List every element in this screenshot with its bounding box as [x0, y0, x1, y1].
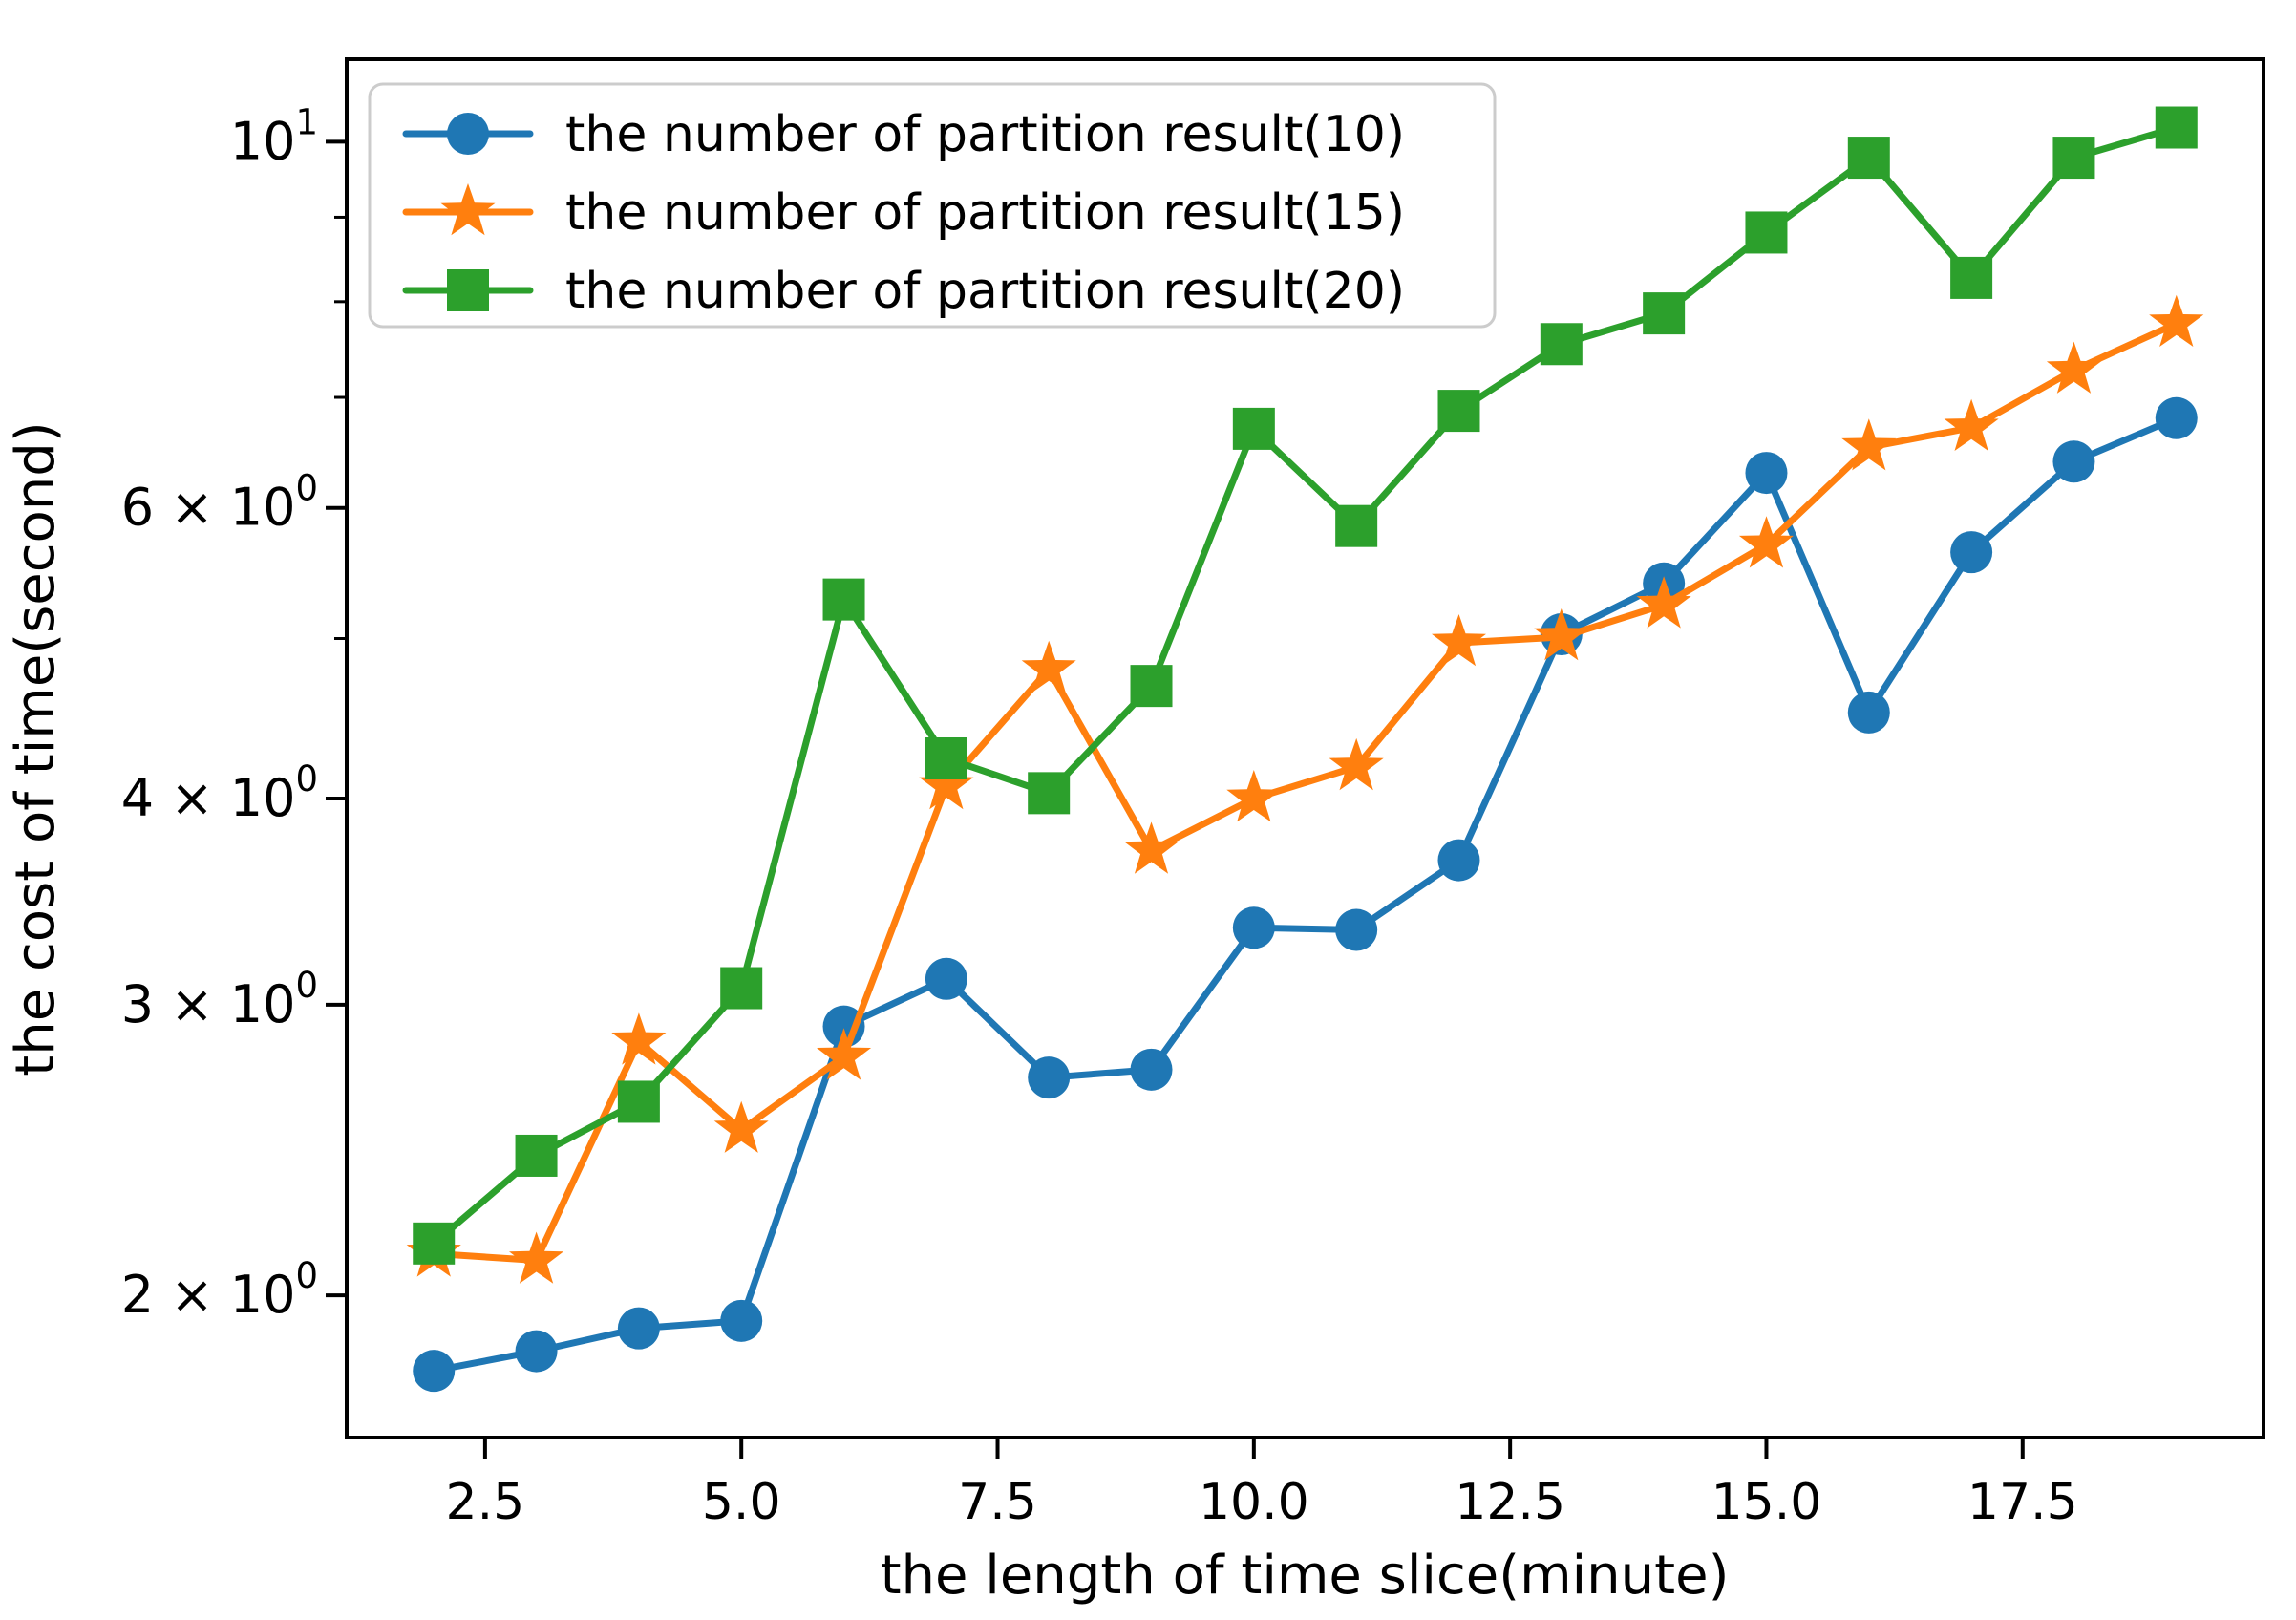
data-point-marker — [925, 957, 967, 1000]
data-point-marker — [1534, 608, 1589, 661]
x-tick-label: 15.0 — [1711, 1474, 1822, 1531]
data-point-marker — [515, 1134, 558, 1177]
data-point-marker — [2052, 137, 2095, 180]
data-point-marker — [611, 1012, 667, 1065]
plot-frame — [345, 57, 2265, 1439]
legend-entry-label: the number of partition result(10) — [565, 106, 1405, 163]
data-point-marker — [509, 1231, 564, 1284]
data-point-marker — [1643, 292, 1686, 335]
data-point-marker — [925, 737, 967, 780]
data-point-marker — [1540, 323, 1583, 366]
y-tick-label: 3 × 100 — [121, 965, 318, 1034]
data-point-marker — [1847, 691, 1890, 734]
data-point-marker — [1636, 576, 1691, 629]
data-point-marker — [1028, 1056, 1071, 1099]
data-point-marker — [413, 1222, 456, 1265]
legend-entry-label: the number of partition result(15) — [565, 184, 1405, 242]
data-point-marker — [2155, 106, 2198, 149]
data-point-marker — [1950, 531, 1993, 574]
data-point-marker — [919, 757, 974, 810]
data-point-marker — [413, 1350, 456, 1393]
legend-entry: the number of partition result(15) — [402, 183, 1405, 242]
data-point-marker — [1028, 772, 1071, 815]
data-point-marker — [447, 269, 489, 311]
series-line — [430, 320, 2180, 1264]
data-point-marker — [720, 967, 763, 1010]
data-point-marker — [2052, 440, 2095, 483]
data-point-marker — [1950, 256, 1993, 299]
data-point-marker — [1335, 908, 1378, 951]
legend-entry-label: the number of partition result(20) — [565, 263, 1405, 320]
axes-layer: 2.5 5.0 7.5 10.0 12.5 15.0 17.5 101 6 × 100 4 × 1… — [121, 57, 2265, 1531]
x-axis-title: the length of time slice(minute) — [881, 1545, 1730, 1607]
x-tick-label: 12.5 — [1455, 1474, 1565, 1531]
series-line — [430, 415, 2180, 1375]
data-point-marker — [817, 1028, 872, 1080]
x-tick-label: 2.5 — [446, 1474, 525, 1531]
y-tick-label: 6 × 100 — [121, 468, 318, 538]
axis-labels-layer: the length of time slice(minute) the cos… — [5, 421, 1729, 1607]
data-point-marker — [1745, 452, 1788, 495]
data-point-marker — [2149, 294, 2204, 347]
data-point-marker — [617, 1307, 660, 1350]
data-point-marker — [515, 1330, 558, 1373]
legend: the number of partition result(10) the nu… — [368, 82, 1497, 329]
y-axis-title: the cost of time(second) — [5, 421, 67, 1076]
data-point-marker — [617, 1080, 660, 1123]
data-point-marker — [1232, 906, 1275, 949]
data-point-marker — [447, 113, 489, 155]
series-0 — [413, 396, 2198, 1393]
data-point-marker — [1130, 1048, 1173, 1091]
x-tick-label: 7.5 — [958, 1474, 1037, 1531]
data-point-marker — [1437, 839, 1480, 882]
y-tick-label: 2 × 100 — [121, 1255, 318, 1325]
data-point-marker — [1226, 770, 1282, 822]
series-2 — [413, 106, 2198, 1265]
x-tick-label: 17.5 — [1967, 1474, 2078, 1531]
data-point-marker — [1738, 516, 1794, 568]
data-point-marker — [2046, 341, 2101, 394]
data-point-marker — [1841, 418, 1897, 471]
data-point-marker — [1124, 821, 1179, 874]
series-layer — [406, 106, 2204, 1393]
x-tick-label: 5.0 — [702, 1474, 781, 1531]
data-point-marker — [822, 578, 865, 621]
data-point-marker — [1130, 665, 1173, 708]
data-point-marker — [1335, 504, 1378, 547]
data-point-marker — [1432, 614, 1486, 667]
y-tick-label: 4 × 100 — [121, 758, 318, 828]
legend-box — [368, 82, 1497, 329]
legend-entry: the number of partition result(10) — [402, 106, 1405, 163]
legend-entry: the number of partition result(20) — [402, 263, 1405, 320]
data-point-marker — [2155, 396, 2198, 439]
data-point-marker — [1944, 398, 1999, 451]
series-1 — [406, 294, 2204, 1284]
x-tick-label: 10.0 — [1199, 1474, 1309, 1531]
data-point-marker — [720, 1299, 763, 1342]
data-point-marker — [440, 183, 496, 236]
data-point-marker — [1745, 211, 1788, 254]
data-point-marker — [1232, 407, 1275, 450]
data-point-marker — [1021, 640, 1076, 693]
y-tick-label: 101 — [230, 101, 318, 171]
data-point-marker — [713, 1100, 769, 1153]
data-point-marker — [1847, 137, 1890, 180]
data-point-marker — [1329, 737, 1384, 791]
data-point-marker — [1437, 390, 1480, 433]
